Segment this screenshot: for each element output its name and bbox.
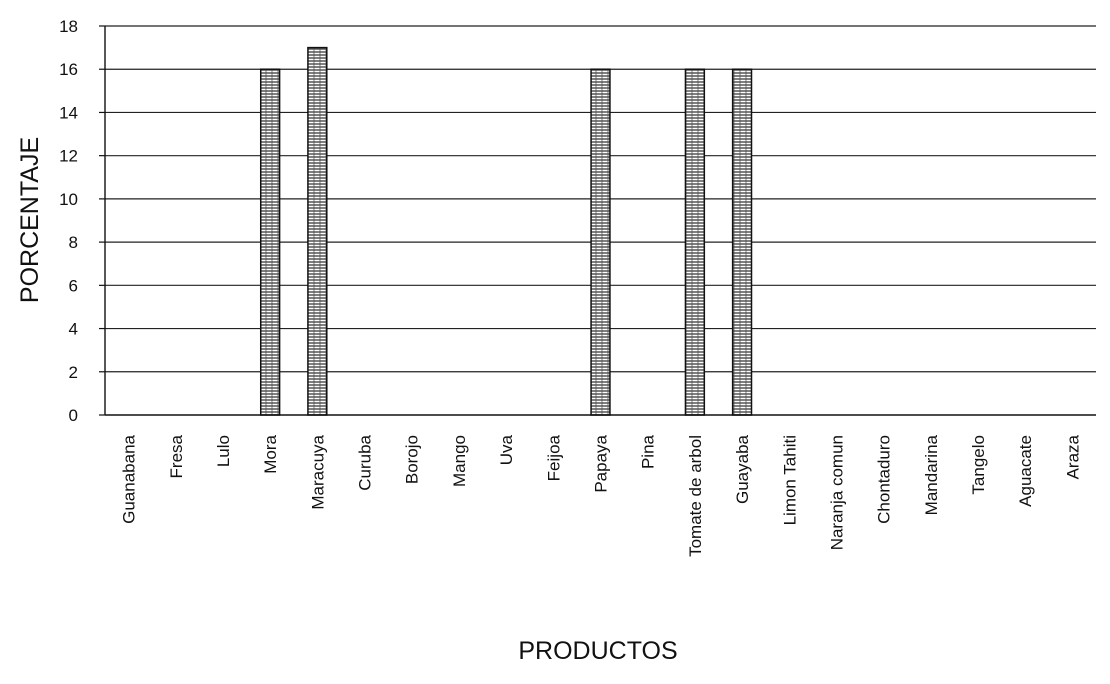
x-tick-label: Papaya	[592, 434, 611, 492]
x-tick-label: Feijoa	[544, 434, 563, 481]
y-tick-label: 2	[69, 363, 78, 382]
x-tick-label: Curuba	[356, 434, 375, 490]
x-tick-label: Tomate de arbol	[686, 435, 705, 557]
x-tick-label: Fresa	[167, 434, 186, 478]
x-tick-label: Limon Tahiti	[780, 435, 799, 525]
bar-tomate-de-arbol	[684, 68, 706, 416]
x-tick-label: Mora	[261, 434, 280, 473]
x-tick-label: Naranja comun	[827, 435, 846, 550]
y-tick-labels: 0 2 4 6 8 10 12 14 16 18	[59, 17, 78, 425]
y-tick-label: 18	[59, 17, 78, 36]
x-tick-label: Mango	[450, 435, 469, 487]
x-tick-label: Aguacate	[1016, 435, 1035, 507]
x-tick-label: Maracuya	[308, 434, 327, 509]
x-tick-label: Guanabana	[120, 434, 139, 523]
x-tick-label: Lulo	[214, 435, 233, 467]
y-tick-label: 16	[59, 60, 78, 79]
y-tick-label: 4	[69, 320, 78, 339]
y-tick-label: 12	[59, 147, 78, 166]
y-tick-label: 0	[69, 406, 78, 425]
y-tick-label: 10	[59, 190, 78, 209]
x-tick-label: Chontaduro	[875, 435, 894, 524]
x-tick-label: Guayaba	[733, 434, 752, 504]
x-tick-label: Mandarina	[922, 434, 941, 515]
y-axis-label: PORCENTAJE	[16, 137, 44, 303]
x-axis-label: PRODUCTOS	[518, 637, 677, 665]
bar-mora	[259, 68, 281, 416]
y-tick-label: 6	[69, 276, 78, 295]
bar-papaya	[590, 68, 611, 416]
x-tick-label: Tangelo	[969, 435, 988, 495]
x-tick-labels: Guanabana Fresa Lulo Mora Maracuya Curuba Boro…	[120, 434, 1083, 556]
bars	[259, 46, 753, 416]
axes	[99, 25, 1096, 416]
bar-maracuya	[307, 46, 328, 416]
y-tick-label: 14	[59, 103, 78, 122]
x-tick-label: Araza	[1063, 434, 1082, 479]
x-tick-label: Pina	[639, 434, 658, 469]
bar-guayaba	[731, 68, 753, 416]
x-tick-label: Uva	[497, 434, 516, 465]
y-tick-label: 8	[69, 233, 78, 252]
x-tick-label: Borojo	[403, 435, 422, 484]
